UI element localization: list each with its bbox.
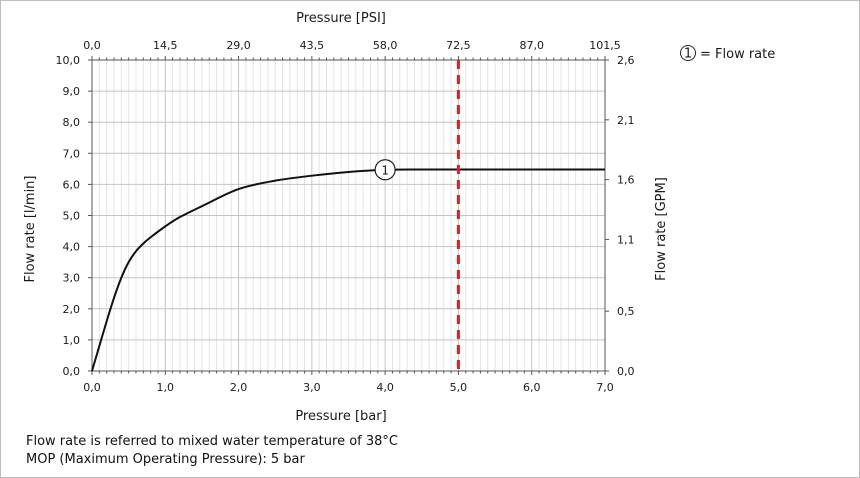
x-top-tick-label: 43,5	[300, 39, 325, 52]
y-right-tick-label: 2,6	[617, 54, 635, 67]
flow-rate-line	[91, 168, 605, 372]
legend-marker-label: 1	[684, 47, 692, 62]
y-left-tick-label: 1,0	[63, 334, 81, 347]
note-temperature: Flow rate is referred to mixed water tem…	[26, 434, 398, 449]
y-right-tick-label: 1,1	[617, 233, 635, 246]
y-left-tick-label: 9,0	[63, 85, 81, 98]
y-left-tick-label: 7,0	[63, 147, 81, 160]
series-marker-circle	[374, 159, 396, 181]
y-left-tick-label: 5,0	[63, 210, 81, 223]
x-top-axis-title: Pressure [PSI]	[296, 11, 386, 26]
y-left-tick-label: 2,0	[63, 303, 81, 316]
legend-marker-circle	[680, 45, 696, 61]
y-right-tick-label: 0,0	[617, 365, 635, 378]
y-left-tick-label: 0,0	[63, 365, 81, 378]
x-top-tick-label: 101,5	[589, 39, 621, 52]
series-marker-label: 1	[381, 163, 389, 177]
x-top-tick-label: 72,5	[446, 39, 471, 52]
left-axis-ticks: 0,0 1,0 2,0 3,0 4,0 5,0 6,0 7,0 8,0 9,0 10,0	[56, 54, 81, 378]
x-top-tick-label: 0,0	[83, 39, 101, 52]
y-left-tick-label: 6,0	[63, 178, 81, 191]
x-bottom-tick-label: 3,0	[303, 381, 321, 394]
series: 1	[91, 60, 605, 372]
y-left-tick-label: 4,0	[63, 241, 81, 254]
x-bottom-tick-label: 0,0	[83, 381, 101, 394]
x-bottom-tick-label: 6,0	[523, 381, 541, 394]
y-left-tick-label: 3,0	[63, 272, 81, 285]
x-bottom-tick-label: 1,0	[157, 381, 175, 394]
grid	[92, 60, 605, 371]
x-bottom-tick-label: 4,0	[376, 381, 394, 394]
axes	[88, 56, 609, 375]
x-top-tick-label: 87,0	[519, 39, 544, 52]
bottom-axis-ticks: 0,0 1,0 2,0 3,0 4,0 5,0 6,0 7,0	[83, 381, 614, 394]
x-bottom-tick-label: 7,0	[596, 381, 614, 394]
x-bottom-tick-label: 2,0	[230, 381, 248, 394]
y-left-tick-label: 10,0	[56, 54, 81, 67]
y-right-axis-title: Flow rate [GPM]	[654, 177, 669, 281]
x-bottom-tick-label: 5,0	[450, 381, 468, 394]
right-axis-ticks: 0,0 0,5 1,1 1,6 2,1 2,6	[617, 54, 635, 378]
legend-text: = Flow rate	[700, 47, 775, 62]
y-right-tick-label: 2,1	[617, 114, 635, 127]
x-bottom-axis-title: Pressure [bar]	[295, 409, 386, 424]
y-right-tick-label: 0,5	[617, 305, 635, 318]
top-axis-ticks: 0,0 14,5 29,0 43,5 58,0 72,5 87,0 101,5	[83, 39, 621, 52]
note-mop: MOP (Maximum Operating Pressure): 5 bar	[26, 452, 305, 467]
x-top-tick-label: 29,0	[226, 39, 251, 52]
y-left-tick-label: 8,0	[63, 116, 81, 129]
legend: 1 = Flow rate	[680, 45, 775, 62]
x-top-tick-label: 14,5	[153, 39, 178, 52]
y-left-axis-title: Flow rate [l/min]	[23, 176, 38, 283]
x-top-tick-label: 58,0	[373, 39, 398, 52]
y-right-tick-label: 1,6	[617, 174, 635, 187]
